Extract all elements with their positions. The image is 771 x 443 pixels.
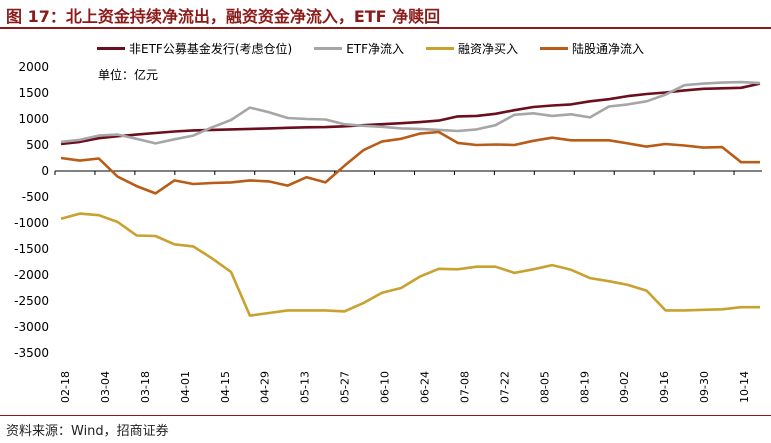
- y-tick-label: 500: [26, 138, 49, 152]
- x-tick-label: 03-04: [99, 371, 112, 403]
- y-tick-label: 1000: [18, 112, 49, 126]
- y-tick-label: 2000: [18, 60, 49, 74]
- x-tick-label: 06-24: [418, 371, 431, 403]
- x-tick-label: 09-02: [618, 371, 631, 403]
- y-tick-label: -1500: [14, 242, 49, 256]
- source-note: 资料来源：Wind，招商证券: [6, 424, 169, 439]
- x-tick-label: 05-27: [339, 371, 352, 403]
- legend-label-etf: ETF净流入: [346, 41, 405, 56]
- y-tick-label: -2000: [14, 268, 49, 282]
- footer-divider: [0, 415, 771, 416]
- y-tick-label: -500: [22, 190, 49, 204]
- legend-swatch-etf: [314, 46, 343, 50]
- series-fund-issuance-line: [60, 82, 761, 146]
- x-tick-label: 04-15: [219, 371, 232, 403]
- x-tick-label: 09-30: [698, 371, 711, 403]
- legend-label-margin: 融资净买入: [458, 41, 519, 56]
- series-etf-line: [60, 80, 761, 145]
- y-tick-label: -2500: [14, 294, 49, 308]
- legend-item-margin: 融资净买入: [426, 40, 518, 57]
- x-tick-label: 07-08: [458, 371, 471, 403]
- y-tick-label: 1500: [18, 86, 49, 100]
- series-margin-line: [60, 212, 760, 317]
- legend-swatch-margin: [426, 46, 455, 50]
- y-tick-label: -3500: [14, 346, 49, 360]
- legend-label-fund-issuance: 非ETF公募基金发行(考虑仓位): [129, 41, 293, 56]
- title-divider: [0, 27, 771, 29]
- title-bar: 图 17：北上资金持续净流出，融资资金净流入，ETF 净赎回: [0, 0, 771, 26]
- x-tick-label: 02-18: [59, 371, 72, 403]
- legend-item-fund-issuance: 非ETF公募基金发行(考虑仓位): [97, 40, 292, 57]
- x-tick-label: 04-01: [179, 371, 192, 403]
- y-tick-label: 0: [41, 164, 49, 178]
- figure-title: 图 17：北上资金持续净流出，融资资金净流入，ETF 净赎回: [6, 7, 441, 26]
- x-tick-label: 03-18: [139, 371, 152, 403]
- legend-swatch-northbound: [540, 46, 569, 50]
- legend-label-northbound: 陆股通净流入: [572, 41, 645, 56]
- x-tick-label: 05-13: [299, 371, 312, 403]
- legend-item-etf: ETF净流入: [314, 40, 404, 57]
- x-tick-label: 09-16: [658, 371, 671, 403]
- x-tick-label: 10-14: [738, 371, 751, 403]
- unit-label: 单位：亿元: [98, 68, 159, 82]
- x-tick-label: 06-10: [379, 371, 392, 403]
- x-tick-label: 04-29: [259, 371, 272, 403]
- x-tick-label: 07-22: [498, 371, 511, 403]
- series-northbound-line: [60, 130, 760, 195]
- chart-legend: 非ETF公募基金发行(考虑仓位) ETF净流入 融资净买入 陆股通净流入: [97, 40, 666, 56]
- x-tick-label: 08-19: [578, 371, 591, 403]
- x-tick-label: 08-05: [538, 371, 551, 403]
- y-tick-label: -1000: [14, 216, 49, 230]
- legend-swatch-fund-issuance: [97, 46, 125, 50]
- legend-item-northbound: 陆股通净流入: [540, 40, 644, 57]
- y-tick-label: -3000: [14, 320, 49, 334]
